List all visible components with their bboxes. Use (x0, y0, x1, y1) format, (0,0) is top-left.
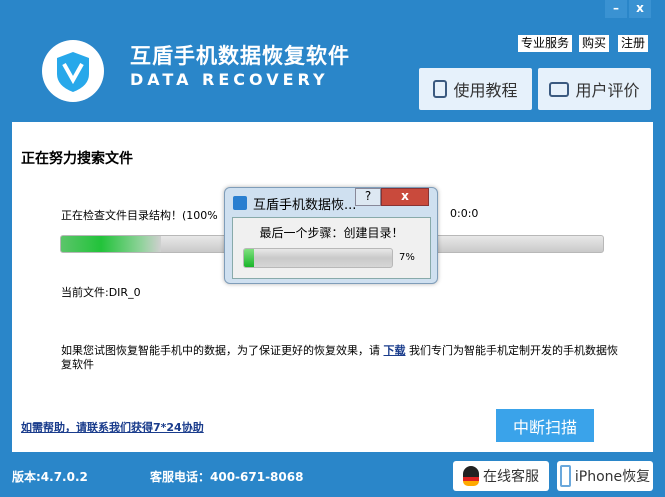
review-button[interactable]: 用户评价 (538, 68, 651, 110)
close-button[interactable]: x (629, 0, 651, 18)
shield-icon (57, 52, 89, 92)
app-icon (233, 196, 247, 210)
logo (42, 40, 104, 102)
tutorial-button[interactable]: 使用教程 (419, 68, 532, 110)
buy-link[interactable]: 购买 (579, 35, 610, 52)
tutorial-label: 使用教程 (453, 81, 518, 100)
qq-penguin-icon (463, 466, 479, 486)
dialog-progress-bar (243, 248, 393, 268)
notice-text: 如果您试图恢复智能手机中的数据，为了保证更好的恢复效果，请 下载 我们专门为智能… (61, 344, 618, 371)
dialog-title: 互盾手机数据恢... (253, 198, 357, 213)
comment-icon (549, 81, 570, 97)
help-link[interactable]: 如需帮助，请联系我们获得7*24协助 (21, 421, 204, 434)
phone-text: 客服电话：400-671-8068 (150, 470, 304, 484)
stop-scan-button[interactable]: 中断扫描 (496, 409, 594, 442)
scan-heading: 正在努力搜索文件 (21, 151, 133, 167)
dialog-help-button[interactable]: ? (355, 188, 381, 206)
online-service-button[interactable]: 在线客服 (453, 461, 549, 491)
download-link[interactable]: 下载 (383, 344, 406, 357)
minimize-button[interactable]: – (605, 0, 627, 18)
main-panel (12, 122, 653, 452)
current-file: 当前文件:DIR_0 (61, 286, 141, 299)
register-link[interactable]: 注册 (618, 35, 649, 52)
review-label: 用户评价 (575, 81, 640, 100)
progress-dialog: 互盾手机数据恢... ? x 最后一个步骤：创建目录！ 7% (224, 187, 438, 284)
elapsed-time: 0:0:0 (450, 207, 479, 220)
iphone-recovery-button[interactable]: iPhone恢复 (557, 461, 653, 491)
dialog-close-button[interactable]: x (381, 188, 429, 206)
phone-icon (559, 465, 571, 487)
dialog-message: 最后一个步骤：创建目录！ (259, 226, 404, 240)
dialog-progress-fill (244, 249, 255, 267)
version-text: 版本:4.7.0.2 (12, 470, 88, 484)
app-subtitle: DATA RECOVERY (130, 70, 329, 89)
iphone-recovery-label: iPhone恢复 (574, 469, 651, 485)
app-title: 互盾手机数据恢复软件 (130, 44, 350, 68)
dialog-progress-label: 7% (399, 252, 415, 263)
scan-status: 正在检查文件目录结构！(100% (61, 209, 218, 222)
online-service-label: 在线客服 (483, 469, 539, 485)
pro-service-link[interactable]: 专业服务 (518, 35, 573, 52)
document-icon (433, 80, 448, 98)
